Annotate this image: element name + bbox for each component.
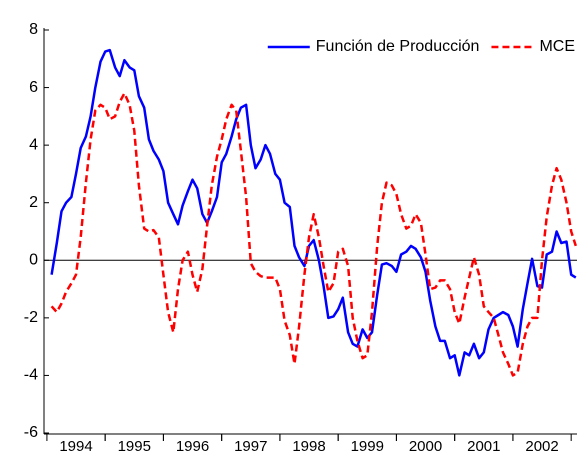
y-tick-label: 0: [29, 252, 38, 269]
y-tick-label: -2: [24, 309, 38, 326]
y-tick-label: 6: [29, 79, 38, 96]
x-tick-label: 1996: [176, 438, 209, 455]
x-tick-label: 1995: [118, 438, 151, 455]
x-tick-label: 1997: [234, 438, 267, 455]
series-line: [50, 48, 577, 377]
y-tick-label: 2: [29, 194, 38, 211]
x-tick-label: 2002: [525, 438, 558, 455]
x-tick-label: 1994: [59, 438, 92, 455]
x-tick-label: 1998: [292, 438, 325, 455]
y-tick-label: 8: [29, 21, 38, 38]
legend-label: MCE: [539, 38, 575, 55]
y-tick-label: -6: [24, 424, 38, 441]
x-tick-label: 1999: [351, 438, 384, 455]
y-tick-label: -4: [24, 367, 38, 384]
series-line: [50, 92, 577, 377]
x-tick-label: 2001: [467, 438, 500, 455]
legend-label: Función de Producción: [316, 38, 480, 55]
x-tick-label: 2000: [409, 438, 442, 455]
y-tick-label: 4: [29, 136, 38, 153]
